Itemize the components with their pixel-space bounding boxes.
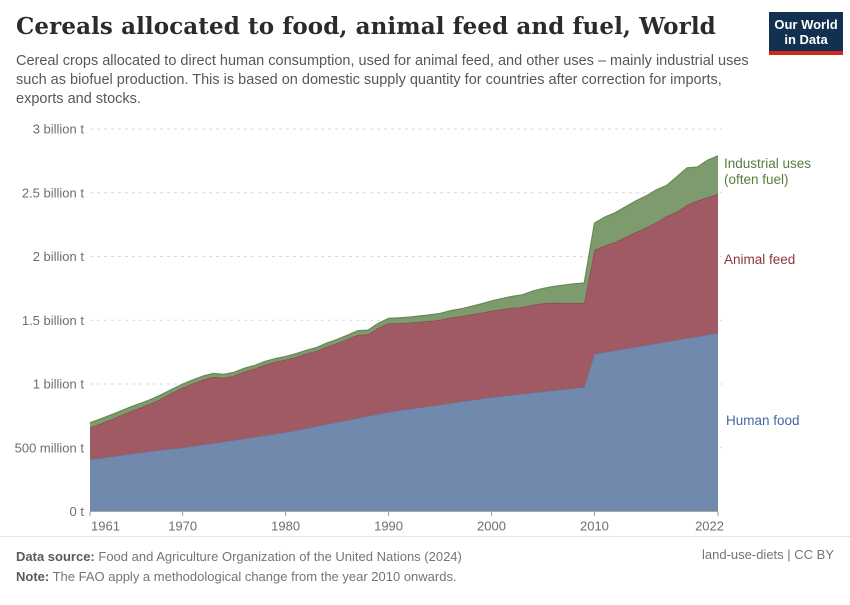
x-tick-label: 1980 <box>271 519 300 534</box>
page-subtitle: Cereal crops allocated to direct human c… <box>16 53 749 107</box>
y-tick-label: 500 million t <box>15 440 85 455</box>
attribution-text: land-use-diets | CC BY <box>702 547 834 562</box>
x-tick-label: 2022 <box>695 519 724 534</box>
x-tick-label: 1970 <box>168 519 197 534</box>
area-animal-feed <box>90 194 718 460</box>
data-source-line: Data source: Food and Agriculture Organi… <box>16 547 462 567</box>
y-tick-label: 1.5 billion t <box>22 313 85 328</box>
legend-label-animal-feed: Animal feed <box>724 252 796 267</box>
y-tick-label: 1 billion t <box>33 377 85 392</box>
data-source-label: Data source: <box>16 549 95 564</box>
y-tick-label: 2.5 billion t <box>22 185 85 200</box>
x-tick-label: 1990 <box>374 519 403 534</box>
legend-label-industrial-uses: Industrial uses (often fuel) <box>724 156 812 187</box>
y-tick-label: 0 t <box>70 504 85 519</box>
legend-label-human-food: Human food <box>726 413 800 428</box>
note-text: The FAO apply a methodological change fr… <box>52 569 457 584</box>
area-human-food <box>90 333 718 512</box>
data-source-text: Food and Agriculture Organization of the… <box>98 549 462 564</box>
page-title: Cereals allocated to food, animal feed a… <box>16 13 716 40</box>
chart-footer: Data source: Food and Agriculture Organi… <box>0 536 850 600</box>
note-line: Note: The FAO apply a methodological cha… <box>16 567 462 587</box>
y-tick-label: 3 billion t <box>33 122 85 137</box>
owid-logo-line1: Our World <box>774 17 838 32</box>
owid-logo-line2: in Data <box>784 32 828 47</box>
note-label: Note: <box>16 569 50 584</box>
area-industrial-uses-often-fuel- <box>90 155 718 428</box>
x-tick-label: 2010 <box>580 519 609 534</box>
x-tick-label: 1961 <box>91 519 120 534</box>
owid-logo: Our World in Data <box>769 12 843 55</box>
edge-industrial-uses-often-fuel- <box>89 155 719 424</box>
y-tick-label: 2 billion t <box>33 249 85 264</box>
x-tick-label: 2000 <box>477 519 506 534</box>
